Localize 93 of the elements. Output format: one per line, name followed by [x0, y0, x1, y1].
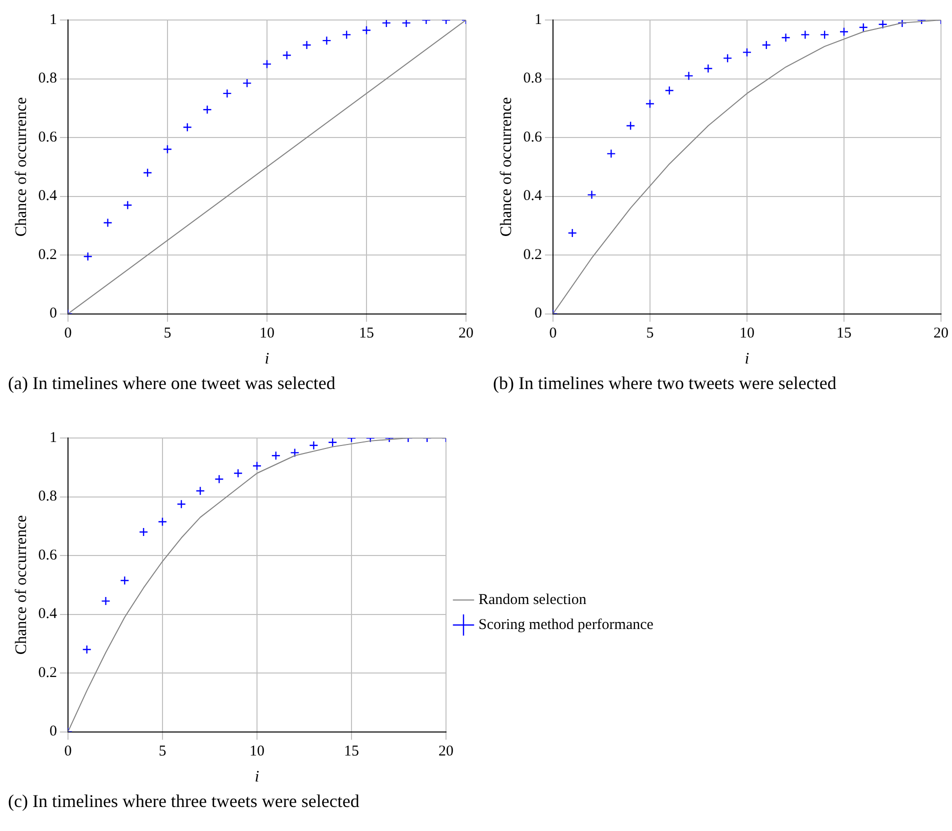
point — [382, 20, 391, 28]
point — [138, 527, 148, 537]
point — [83, 252, 92, 262]
point — [704, 64, 713, 74]
y-tick-label: 0.8 — [38, 70, 57, 87]
y-tick-label: 0.4 — [38, 188, 58, 204]
legend-label: Scoring method performance — [478, 616, 654, 633]
point — [214, 474, 224, 484]
point — [262, 59, 272, 69]
point — [684, 71, 694, 80]
y-tick-label: 0.4 — [523, 188, 542, 204]
y-tick-label: 0.8 — [38, 488, 57, 505]
y-axis-title: Chance of occurrence — [12, 97, 30, 237]
point — [233, 468, 243, 478]
point — [120, 576, 130, 586]
y-tick-label: 0.6 — [38, 547, 58, 564]
point — [222, 88, 232, 98]
point — [82, 644, 92, 654]
point — [878, 20, 888, 30]
x-axis-title: i — [254, 768, 260, 786]
x-tick-label: 0 — [64, 326, 72, 342]
text: (a) In timelines where one tweet was selected — [8, 373, 336, 394]
x-tick-label: 15 — [344, 744, 359, 760]
point — [820, 30, 830, 40]
point — [800, 30, 810, 40]
point — [302, 40, 312, 50]
point — [142, 168, 152, 178]
x-tick-label: 20 — [458, 326, 474, 342]
point — [839, 27, 849, 36]
point — [158, 517, 168, 526]
y-tick-label: 0 — [49, 306, 57, 322]
y-tick-label: 1 — [534, 12, 542, 28]
point — [182, 122, 192, 132]
point — [176, 500, 186, 509]
x-tick-label: 15 — [358, 326, 374, 342]
y-tick-label: 0.2 — [38, 246, 57, 263]
point — [722, 54, 732, 63]
point — [568, 228, 577, 238]
y-tick-label: 0.8 — [523, 70, 542, 87]
point — [101, 596, 110, 606]
point — [290, 448, 300, 458]
point — [282, 50, 292, 60]
x-tick-label: 5 — [158, 744, 166, 760]
y-tick-label: 0.2 — [38, 664, 57, 681]
x-tick-label: 20 — [438, 744, 454, 760]
point — [162, 144, 172, 154]
point — [626, 121, 636, 130]
point — [202, 105, 212, 114]
point — [742, 48, 752, 57]
x-tick-label: 5 — [646, 326, 654, 342]
point — [242, 78, 252, 88]
point — [781, 33, 790, 42]
point — [402, 20, 411, 28]
point — [322, 36, 332, 46]
y-tick-label: 1 — [49, 430, 57, 446]
point — [252, 461, 262, 471]
y-tick-label: 0.6 — [38, 129, 58, 146]
x-axis-title: i — [264, 350, 270, 368]
point — [103, 218, 112, 228]
point — [328, 438, 338, 448]
legend-label: Random selection — [478, 592, 587, 608]
x-tick-label: 10 — [739, 326, 754, 342]
point — [342, 30, 352, 40]
y-tick-label: 0.4 — [38, 606, 58, 622]
x-tick-label: 5 — [164, 326, 172, 342]
y-tick-label: 0 — [49, 724, 57, 740]
point — [587, 190, 596, 200]
y-axis-title: Chance of occurrence — [12, 515, 30, 655]
point — [762, 40, 771, 50]
y-tick-label: 0.6 — [523, 129, 542, 146]
y-tick-label: 0 — [534, 306, 542, 322]
text: (b) In timelines where two tweets were selected — [493, 373, 838, 394]
x-tick-label: 15 — [836, 326, 852, 342]
y-axis-title: Chance of occurrence — [498, 97, 515, 237]
x-axis-title: i — [744, 350, 750, 368]
point — [309, 440, 318, 450]
x-tick-label: 10 — [259, 326, 274, 342]
point — [123, 200, 132, 210]
point — [898, 20, 907, 28]
point — [196, 486, 205, 496]
text: (c) In timelines where three tweets were selected — [8, 791, 360, 812]
point — [606, 149, 616, 158]
x-tick-label: 0 — [64, 744, 72, 760]
x-tick-label: 20 — [934, 326, 948, 342]
y-tick-label: 0.2 — [523, 246, 542, 263]
y-tick-label: 1 — [49, 12, 57, 28]
point — [664, 86, 674, 96]
point — [645, 99, 655, 108]
x-tick-label: 10 — [249, 744, 264, 760]
point — [271, 451, 280, 460]
point — [362, 26, 372, 35]
x-tick-label: 0 — [549, 326, 557, 342]
point — [858, 22, 868, 32]
